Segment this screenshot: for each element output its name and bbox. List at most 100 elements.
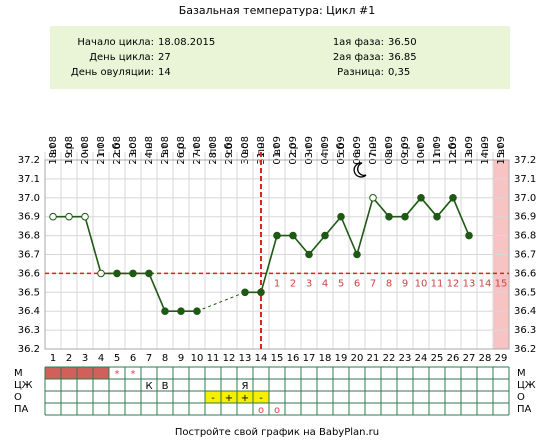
info-value: 27 [158,52,171,63]
weekday-label: вс [240,143,251,154]
weekday-label: вс [128,143,139,154]
x-tick-label: 21 [367,353,380,364]
bbt-point [113,269,121,278]
bbt-point [97,269,105,278]
bbt-point [305,250,313,259]
x-tick-label: 14 [255,353,268,364]
row-cell-text: - [259,393,263,404]
date-label: 14.09 [480,136,491,165]
moon-icon [353,162,367,178]
x-tick-label: 10 [191,353,204,364]
weekday-label: пн [480,142,491,155]
row-cell-fill [253,391,269,403]
bbt-point [369,194,377,202]
row-cell-text: + [225,393,233,404]
info-label: Начало цикла: [77,37,154,48]
luteal-day-label: 14 [479,278,492,289]
info-box [50,26,510,89]
y-tick-label: 36.9 [18,212,40,223]
weekday-label: пт [96,143,107,156]
y2-tick-label: 36.3 [514,325,536,336]
x-tick-label: 26 [447,353,460,364]
weekday-label: чт [80,143,91,155]
bbt-point [193,307,201,316]
row-label-right: ПА [517,404,532,415]
info-value: 18.08.2015 [158,37,215,48]
x-tick-label: 28 [479,353,492,364]
weekday-label: пн [368,142,379,155]
x-tick-label: 20 [351,353,364,364]
weekday-label: чт [192,143,203,155]
date-label: 22.08 [112,136,123,165]
date-label: 23.08 [128,136,139,165]
luteal-day-label: 1 [274,278,280,289]
x-tick-label: 24 [415,353,428,364]
weekday-label: сб [224,143,235,155]
info-value: 36.50 [388,37,417,48]
info-label: День овуляции: [71,67,154,78]
x-tick-label: 18 [319,353,332,364]
row-label-right: М [517,368,526,379]
bbt-point [289,231,297,240]
date-label: 04.09 [320,136,331,165]
weekday-label: вт [496,143,507,155]
date-label: 01.09 [272,136,283,165]
date-label: 06.09 [352,136,363,165]
row-label: М [14,368,23,379]
y2-tick-label: 36.9 [514,212,536,223]
weekday-label: чт [304,143,315,155]
luteal-day-label: 3 [306,278,312,289]
row-cell-text: + [241,393,249,404]
date-label: 21.08 [96,136,107,165]
gap-connector [196,291,246,312]
y2-tick-label: 36.7 [514,250,536,261]
x-tick-label: 23 [399,353,412,364]
weekday-label: вт [48,143,59,155]
date-label: 26.08 [176,136,187,165]
date-label: 12.09 [448,136,459,165]
bbt-point [385,212,393,221]
y-tick-label: 36.5 [18,287,40,298]
y-tick-label: 36.7 [18,250,40,261]
x-tick-label: 8 [162,353,168,364]
weekday-label: пт [208,143,219,156]
date-label: 05.09 [336,136,347,165]
row-cell-fill [221,391,237,403]
luteal-day-label: 13 [463,278,476,289]
luteal-day-label: 5 [338,278,344,289]
info-value: 36.85 [388,52,417,63]
y-tick-label: 37.2 [18,155,40,166]
date-label: 09.09 [400,136,411,165]
y2-tick-label: 37.2 [514,155,536,166]
x-tick-label: 29 [495,353,508,364]
date-label: 15.09 [496,136,507,165]
date-label: 25.08 [160,136,171,165]
y2-tick-label: 36.4 [514,306,536,317]
date-label: 18.08 [48,136,59,165]
y-tick-label: 36.8 [18,231,40,242]
x-tick-label: 17 [303,353,316,364]
row-cell-fill [77,367,93,379]
footer: Постройте свой график на BabyPlan.ru [175,427,379,438]
bbt-point [241,288,249,297]
bbt-point [417,194,425,202]
bbt-point [161,307,169,316]
weekday-label: вт [384,143,395,155]
y-tick-label: 37.0 [18,193,40,204]
date-label: 08.09 [384,136,395,165]
x-tick-label: 27 [463,353,476,364]
x-tick-label: 12 [223,353,236,364]
row-cell-fill [93,367,109,379]
date-label: 02.09 [288,136,299,165]
y-tick-label: 37.1 [18,174,40,185]
bbt-point [177,307,185,316]
row-label: ПА [14,404,29,415]
weekday-label: ср [288,143,299,155]
row-cell-text: Я [242,381,249,392]
date-label: 11.09 [432,136,443,165]
date-label: 28.08 [208,136,219,165]
x-tick-label: 2 [66,353,72,364]
date-label: 29.08 [224,136,235,165]
y-tick-label: 36.6 [18,268,40,279]
